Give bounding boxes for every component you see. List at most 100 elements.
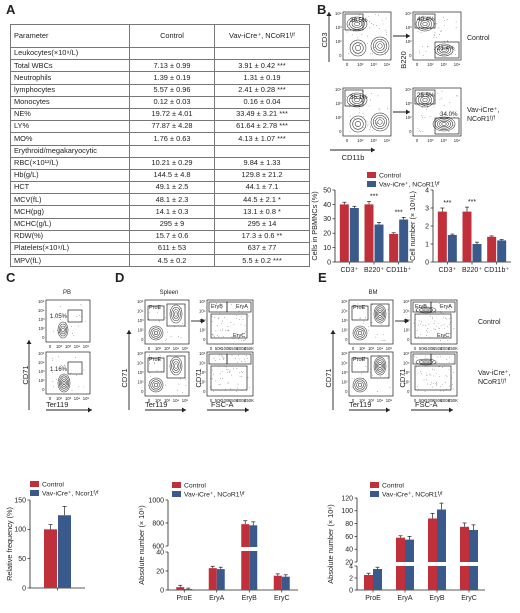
gate-erya	[430, 301, 456, 313]
contour-line	[374, 358, 386, 374]
tick-label: 10⁴	[137, 361, 144, 366]
legend-swatch	[172, 491, 181, 497]
event-dot	[380, 376, 381, 378]
contour-line	[354, 327, 366, 339]
event-dot	[227, 326, 229, 328]
event-dot	[236, 368, 238, 369]
y-tick-label: 600	[152, 543, 164, 550]
event-dot	[438, 376, 440, 378]
tick-label: 10²	[38, 326, 45, 331]
event-dot	[365, 127, 366, 128]
contour-line	[349, 18, 365, 30]
legend-label: Vav-iCre⁺, NCoR1ᶠ/ᶠ	[382, 492, 443, 499]
contour-line	[370, 112, 390, 132]
x-tick-label: CD3⁺	[340, 267, 358, 274]
contour-line	[148, 377, 164, 393]
plot-title: BM	[369, 290, 378, 296]
event-dot	[52, 372, 53, 373]
event-dot	[75, 356, 76, 358]
tick-label: 10³	[341, 318, 348, 323]
tick-label: 10⁵	[403, 351, 410, 356]
tick-label: 10²	[56, 344, 63, 349]
event-dot	[435, 23, 437, 25]
tick-label: 10⁴	[384, 138, 391, 143]
gate-percent: 21.4%	[437, 45, 455, 52]
bar	[399, 219, 409, 262]
event-dot	[349, 115, 351, 117]
table-cell: 4.5 ± 0.2	[129, 254, 215, 268]
event-dot	[173, 326, 175, 328]
event-dot	[435, 329, 436, 330]
group-label-ko: Vav-iCre⁺,	[467, 107, 499, 114]
tick-label: 10⁴	[335, 87, 342, 92]
event-dot	[349, 131, 351, 132]
event-dot	[368, 105, 370, 107]
event-dot	[383, 48, 385, 50]
contour-line	[354, 21, 360, 27]
axis-label-cd11b: CD11b	[342, 153, 365, 162]
event-dot	[354, 118, 355, 120]
event-dot	[440, 312, 442, 314]
event-dot	[231, 304, 232, 306]
event-dot	[158, 359, 160, 360]
axis-label-cd3: CD3	[320, 32, 329, 47]
tick-label: 10³	[65, 344, 72, 349]
event-dot	[354, 378, 355, 380]
tick-label: 10⁴	[199, 309, 206, 314]
event-dot	[439, 113, 440, 115]
event-dot	[148, 385, 149, 387]
event-dot	[233, 324, 235, 326]
gate-proe	[351, 357, 369, 373]
event-dot	[427, 105, 428, 107]
bar	[472, 244, 482, 262]
contour-line	[354, 379, 366, 391]
event-dot	[226, 369, 227, 370]
event-dot	[434, 32, 436, 33]
tick-label: 0	[407, 389, 410, 394]
event-dot	[452, 372, 454, 373]
axis-break-gap	[427, 562, 438, 566]
event-dot	[353, 30, 355, 32]
significance-marker: ***	[468, 199, 476, 206]
event-dot	[241, 303, 242, 305]
gate-cd11b	[434, 117, 460, 135]
y-tick-label: 2	[349, 575, 353, 582]
event-dot	[427, 331, 428, 333]
tick-label: 10⁴	[341, 309, 348, 314]
event-dot	[441, 129, 443, 130]
tick-label: 10³	[403, 370, 410, 375]
tick-label: 50K	[215, 398, 223, 403]
contour-line	[375, 117, 385, 127]
event-dot	[241, 370, 242, 372]
contour-line	[357, 382, 363, 388]
x-tick-label: EryC	[274, 595, 290, 602]
contour-line	[356, 381, 364, 389]
tick-label: 10²	[405, 115, 412, 120]
event-dot	[427, 383, 428, 385]
gate-erythroid	[67, 309, 83, 323]
event-dot	[385, 53, 387, 55]
event-dot	[437, 322, 439, 324]
y-tick-label: 0	[327, 259, 331, 266]
event-dot	[417, 30, 419, 32]
tick-label: 10³	[335, 101, 342, 106]
table-row: MO% 1.76 ± 0.63 4.13 ± 1.07 ***	[10, 132, 310, 146]
tick-label: 10⁴	[377, 346, 384, 351]
arrow-head	[326, 12, 332, 16]
event-dot	[222, 358, 224, 360]
event-dot	[385, 18, 387, 20]
tick-label: 10³	[371, 138, 378, 143]
event-dot	[375, 336, 377, 338]
event-dot	[376, 122, 377, 123]
tick-label: 10³	[368, 346, 375, 351]
event-dot	[417, 127, 419, 129]
event-dot	[449, 318, 451, 319]
event-dot	[167, 331, 168, 333]
gate-ter119pos	[166, 355, 186, 379]
event-dot	[71, 326, 72, 327]
contour-line	[57, 373, 71, 393]
event-dot	[238, 358, 240, 360]
event-dot	[238, 310, 240, 312]
bar	[374, 224, 384, 262]
event-dot	[369, 129, 371, 131]
